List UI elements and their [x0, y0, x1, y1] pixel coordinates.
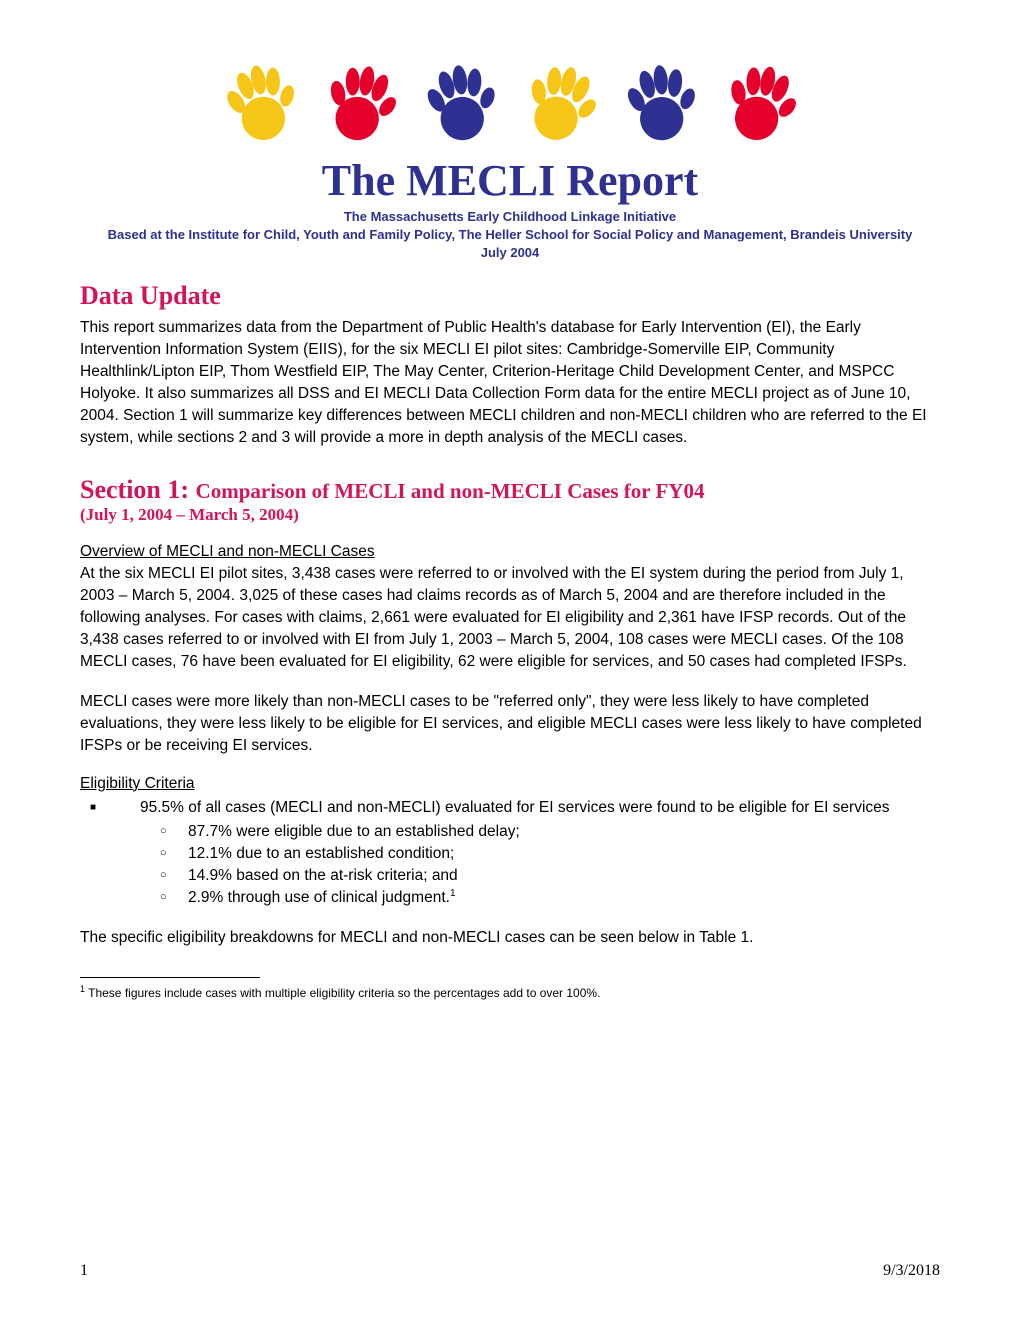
eligibility-sub-list: 87.7% were eligible due to an establishe…	[140, 821, 940, 909]
hand-icon-3	[414, 55, 505, 150]
eligibility-subheading: Eligibility Criteria	[80, 775, 195, 793]
section-1-rest: Comparison of MECLI and non-MECLI Cases …	[196, 479, 705, 503]
eligibility-bullet-text: 95.5% of all cases (MECLI and non-MECLI)…	[140, 799, 890, 816]
report-subtitle: The Massachusetts Early Childhood Linkag…	[80, 208, 940, 226]
hand-icon-6	[712, 53, 808, 153]
footnote-ref: 1	[450, 888, 456, 899]
hand-icon-5	[616, 56, 704, 149]
section-1-heading: Section 1: Comparison of MECLI and non-M…	[80, 475, 940, 505]
sub-bullet: 2.9% through use of clinical judgment.1	[140, 887, 940, 909]
page-number: 1	[80, 1262, 88, 1280]
table-intro: The specific eligibility breakdowns for …	[80, 927, 940, 949]
hand-icon-4	[511, 52, 609, 154]
data-update-heading: Data Update	[80, 281, 940, 311]
report-title: The MECLI Report	[80, 155, 940, 206]
footer-date: 9/3/2018	[883, 1262, 940, 1280]
overview-paragraph-1: At the six MECLI EI pilot sites, 3,438 c…	[80, 563, 940, 673]
report-affiliation: Based at the Institute for Child, Youth …	[80, 226, 940, 244]
section-1-lead: Section 1:	[80, 475, 196, 504]
eligibility-bullet: 95.5% of all cases (MECLI and non-MECLI)…	[80, 797, 940, 909]
hand-icon-1	[212, 53, 308, 153]
sub-bullet: 12.1% due to an established condition;	[140, 843, 940, 865]
footnote-1: 1 These figures include cases with multi…	[80, 984, 940, 1000]
data-update-paragraph: This report summarizes data from the Dep…	[80, 317, 940, 449]
overview-paragraph-2: MECLI cases were more likely than non-ME…	[80, 691, 940, 757]
hand-icon-2	[313, 54, 407, 152]
sub-bullet: 14.9% based on the at-risk criteria; and	[140, 865, 940, 887]
section-1-subtitle: (July 1, 2004 – March 5, 2004)	[80, 505, 940, 525]
sub-bullet: 87.7% were eligible due to an establishe…	[140, 821, 940, 843]
handprint-logo-row	[80, 60, 940, 145]
footnote-rule	[80, 977, 260, 978]
page-footer: 1 9/3/2018	[80, 1262, 940, 1280]
eligibility-list: 95.5% of all cases (MECLI and non-MECLI)…	[80, 797, 940, 909]
overview-subheading: Overview of MECLI and non-MECLI Cases	[80, 543, 375, 561]
report-date: July 2004	[80, 244, 940, 262]
